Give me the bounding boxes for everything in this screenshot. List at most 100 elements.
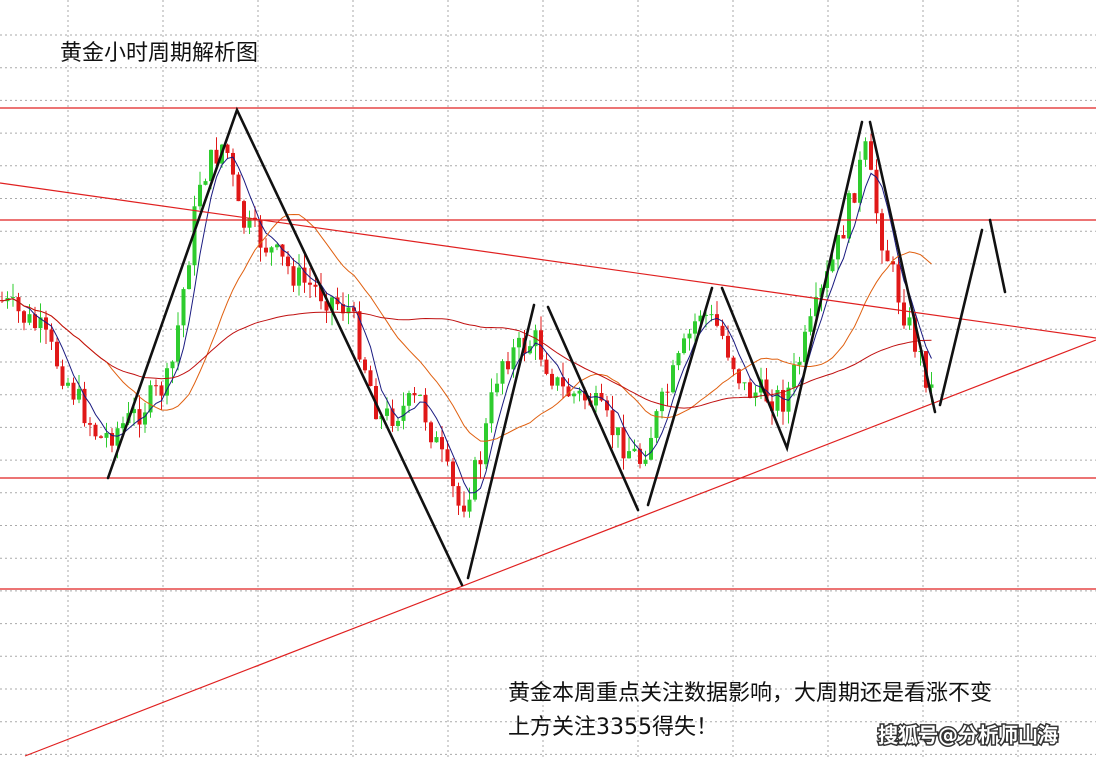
candle-body	[407, 393, 411, 406]
candle-body	[654, 411, 659, 438]
candle-body	[214, 149, 219, 164]
candle-body	[71, 382, 76, 400]
candle-body	[176, 325, 180, 362]
support-resistance	[0, 107, 1096, 757]
candle-body	[605, 400, 609, 411]
wave-line	[938, 228, 984, 407]
candle-body	[874, 169, 879, 214]
candle-body	[781, 389, 785, 412]
candle-body	[330, 297, 334, 311]
candle-body	[797, 362, 802, 365]
candle-body	[137, 409, 142, 425]
candle-body	[335, 297, 340, 305]
candle-body	[82, 388, 87, 424]
candle-body	[737, 369, 741, 384]
candle-body	[511, 347, 516, 370]
candles	[0, 133, 934, 518]
moving-average	[1, 156, 932, 494]
candle-body	[154, 385, 158, 387]
candle-body	[473, 460, 477, 500]
candle-body	[803, 331, 807, 363]
candle-body	[291, 266, 296, 286]
candle-body	[445, 449, 450, 462]
candle-body	[726, 335, 730, 358]
candle-body	[302, 267, 307, 283]
candle-body	[99, 436, 103, 438]
candle-body	[165, 368, 169, 396]
candle-body	[484, 423, 488, 465]
candle-body	[148, 385, 153, 413]
candle-body	[396, 420, 400, 426]
candle-body	[858, 159, 862, 203]
candle-body	[528, 346, 532, 354]
candle-body	[49, 329, 54, 342]
candle-body	[55, 341, 59, 367]
moving-average	[1, 298, 932, 409]
candle-body	[621, 427, 626, 459]
candle-body	[671, 365, 675, 393]
candle-body	[550, 373, 554, 386]
candle-body	[27, 314, 32, 323]
candle-body	[682, 338, 686, 354]
candle-body	[77, 388, 81, 400]
candle-body	[363, 359, 367, 371]
candle-body	[495, 383, 499, 393]
candle-body	[203, 181, 208, 185]
wave-line	[106, 106, 464, 587]
candle-body	[885, 250, 890, 262]
candle-body	[517, 337, 521, 348]
candle-body	[225, 144, 230, 153]
candle-body	[423, 394, 428, 423]
candle-body	[60, 366, 65, 386]
candle-body	[110, 433, 114, 446]
candle-body	[478, 460, 483, 465]
candle-body	[319, 286, 323, 302]
candle-body	[346, 307, 351, 314]
candle-body	[313, 284, 318, 287]
annotation: 黄金本周重点关注数据影响，大周期还是看涨不变	[508, 681, 992, 706]
chart-title: 黄金小时周期解析图	[60, 41, 258, 66]
candle-body	[880, 213, 884, 251]
wave-line	[646, 286, 714, 507]
candle-body	[808, 316, 813, 332]
watermark: 搜狐号@分析师山海	[878, 723, 1058, 747]
candle-body	[236, 174, 241, 202]
candle-body	[159, 385, 164, 396]
candle-body	[896, 264, 901, 303]
candle-body	[555, 377, 560, 386]
candle-body	[566, 386, 571, 397]
candle-body	[467, 499, 472, 512]
candle-body	[869, 141, 873, 170]
candle-body	[907, 317, 912, 326]
candle-body	[16, 297, 21, 312]
candle-body	[121, 423, 125, 429]
candle-body	[753, 392, 758, 398]
candle-body	[368, 370, 373, 386]
candle-body	[720, 325, 725, 336]
candle-body	[192, 206, 197, 266]
candle-body	[258, 220, 263, 248]
candle-body	[709, 314, 714, 316]
candle-body	[104, 433, 109, 438]
candle-body	[676, 353, 681, 366]
candle-body	[11, 297, 15, 299]
candle-body	[341, 304, 345, 314]
candle-body	[572, 393, 576, 397]
candle-body	[627, 451, 631, 459]
trend-line	[24, 339, 1096, 757]
candle-body	[88, 423, 92, 425]
candle-body	[847, 193, 851, 239]
candle-body	[693, 321, 697, 334]
candle-body	[412, 393, 417, 396]
wave-line	[466, 303, 536, 580]
candle-body	[665, 391, 670, 393]
candle-body	[489, 392, 494, 424]
candle-body	[418, 394, 422, 396]
candle-body	[247, 217, 252, 228]
candle-body	[660, 391, 664, 412]
candle-body	[841, 235, 846, 239]
candle-body	[583, 390, 587, 401]
candle-body	[187, 265, 191, 290]
candle-body	[830, 259, 835, 272]
